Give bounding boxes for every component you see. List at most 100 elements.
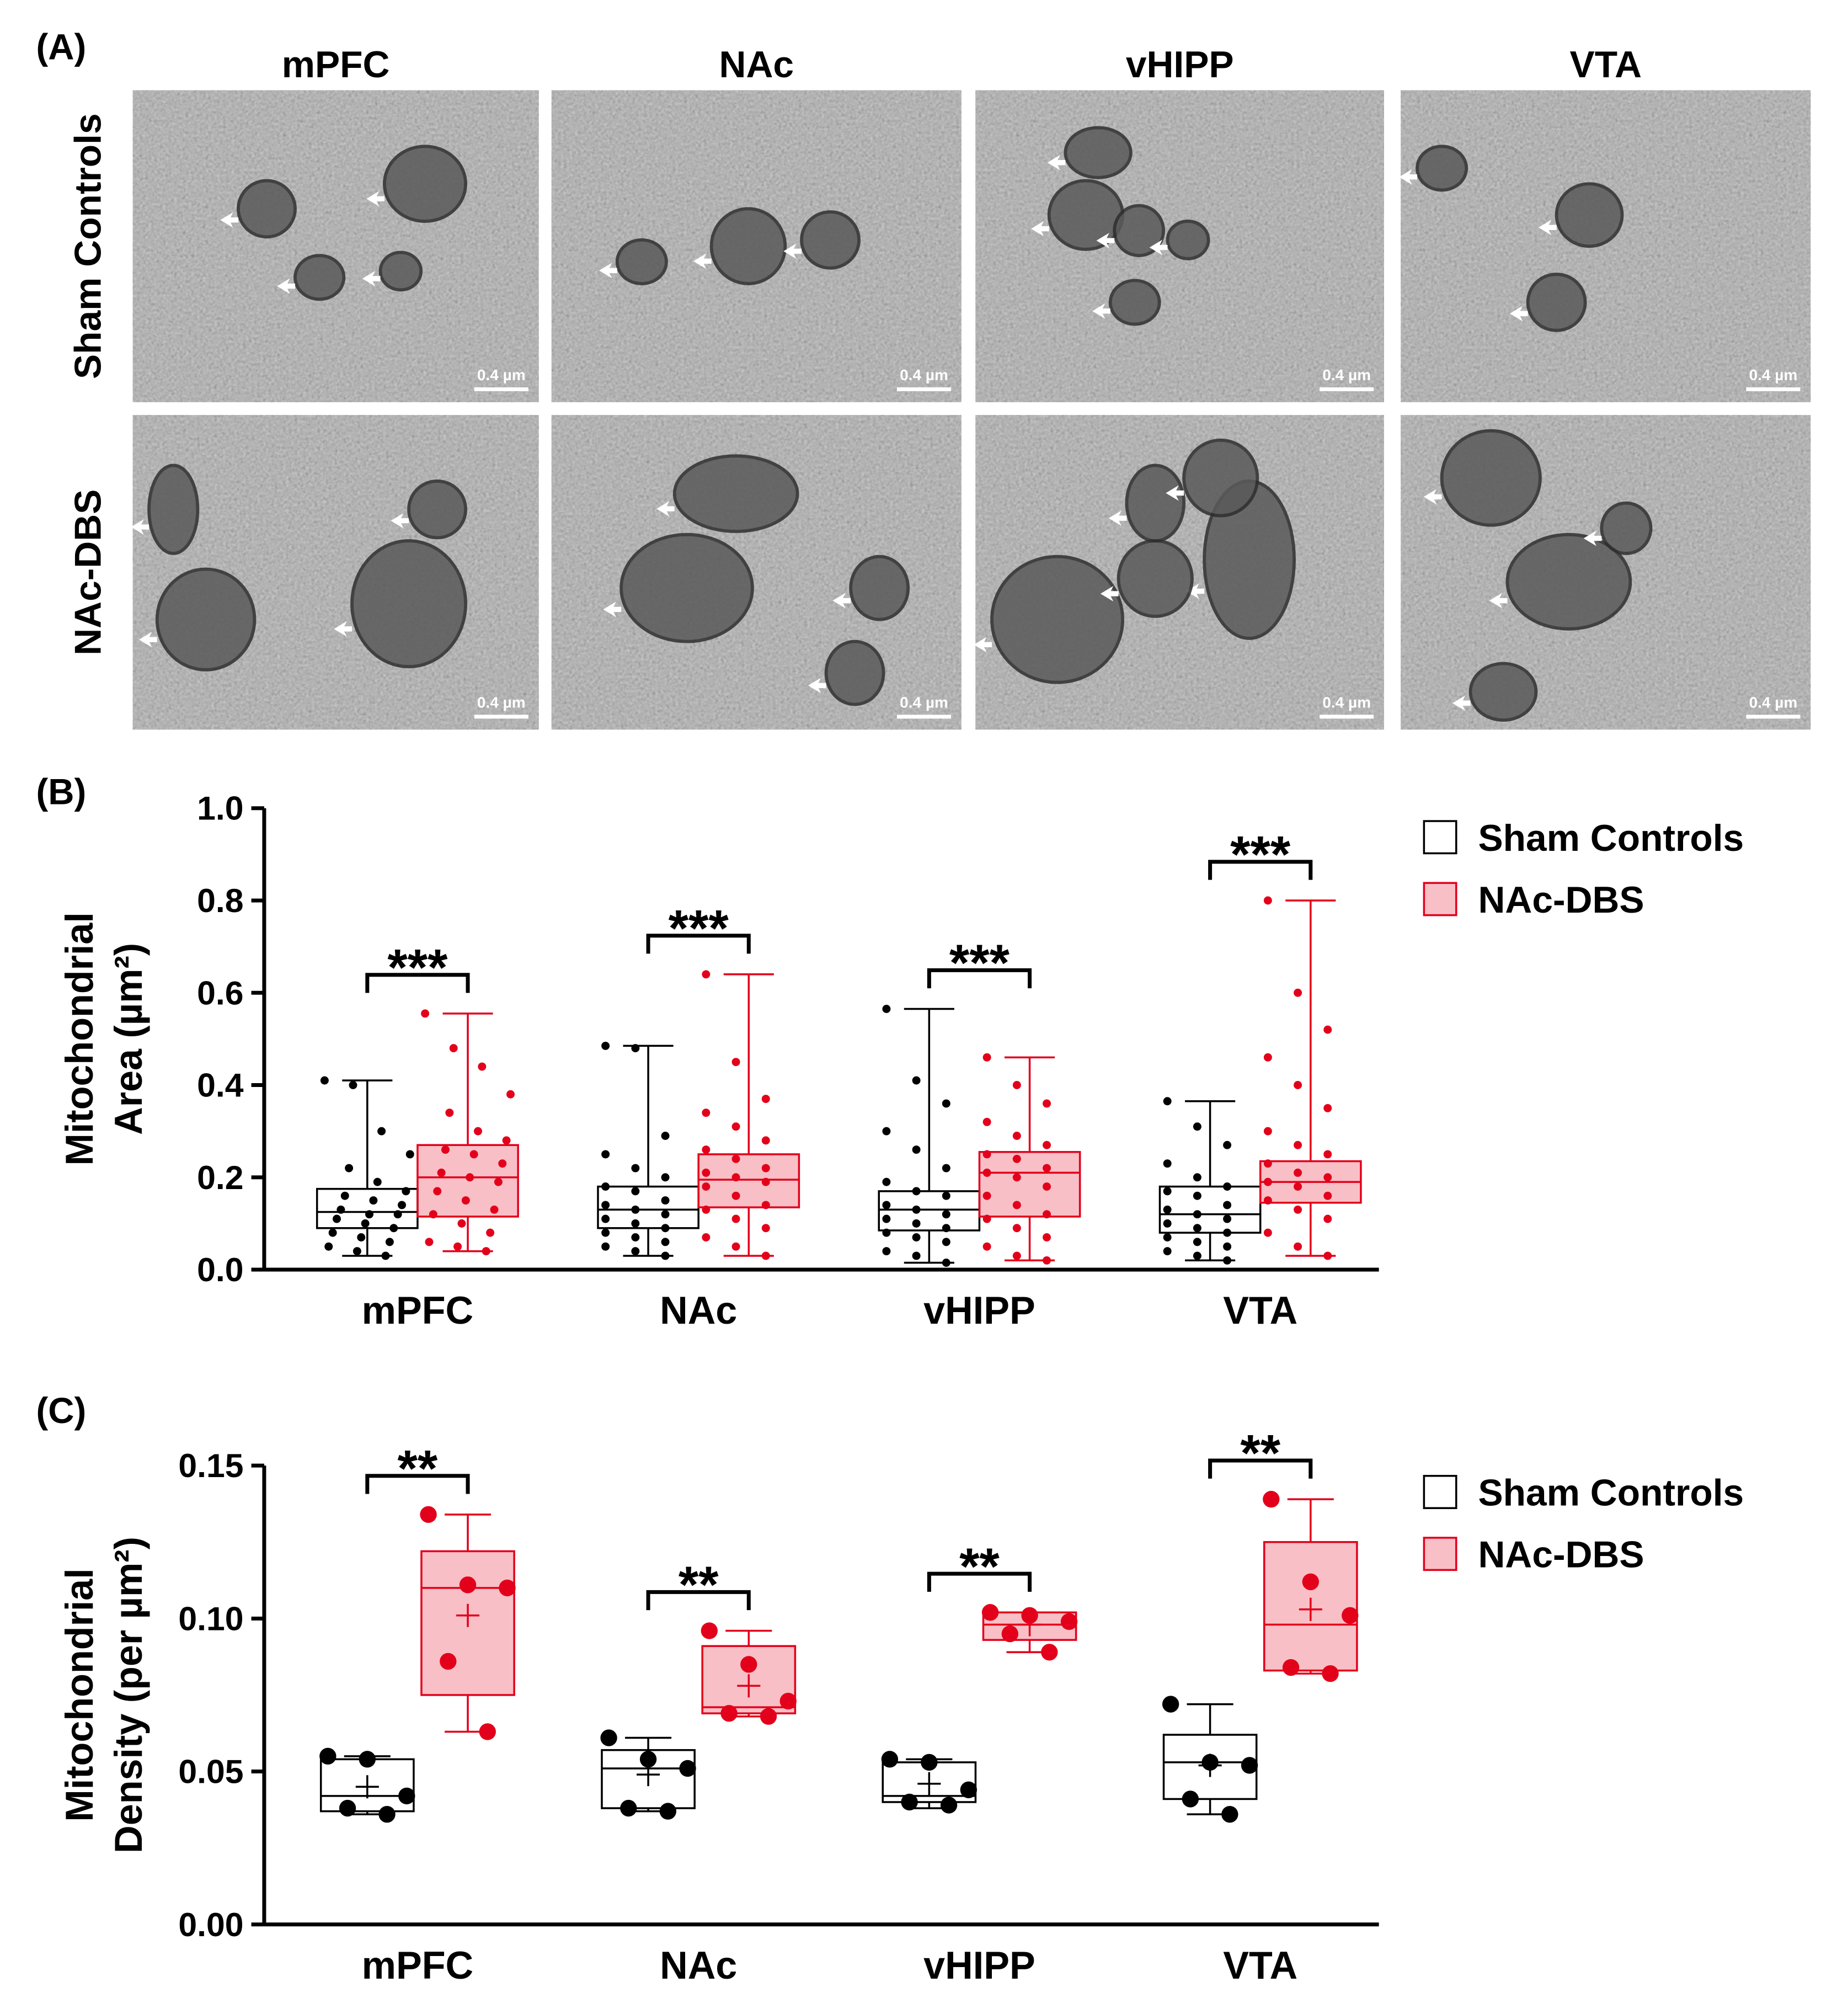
data-point	[601, 1242, 610, 1251]
data-point	[942, 1259, 950, 1267]
data-point	[912, 1076, 921, 1085]
data-point	[441, 1145, 450, 1154]
mitochondrion	[709, 207, 787, 285]
data-point	[601, 1150, 610, 1159]
data-point	[377, 1127, 386, 1136]
data-point	[352, 1247, 361, 1256]
y-tick-label: 0.4	[197, 1067, 244, 1104]
significance-bracket	[365, 1474, 470, 1494]
mean-marker	[737, 1674, 761, 1698]
data-point	[1193, 1224, 1201, 1233]
data-point	[1294, 1182, 1302, 1191]
data-point	[601, 1182, 610, 1191]
data-point	[740, 1656, 757, 1673]
mitochondrion	[1125, 463, 1186, 543]
data-point	[1263, 1228, 1272, 1237]
data-point	[437, 1168, 446, 1177]
data-point	[1193, 1251, 1201, 1260]
data-point	[1323, 1251, 1332, 1260]
column-label: vHIPP	[1126, 44, 1234, 86]
mean-marker	[1198, 1754, 1222, 1777]
data-point	[490, 1205, 499, 1214]
data-point	[461, 1196, 470, 1205]
data-point	[1294, 1081, 1302, 1089]
data-point	[702, 1205, 711, 1214]
arrow	[1399, 169, 1418, 185]
data-point	[601, 1228, 610, 1237]
data-point	[1323, 1173, 1332, 1182]
mean-marker	[355, 1775, 379, 1799]
data-point	[761, 1251, 770, 1260]
data-point	[701, 1622, 718, 1639]
legend-label: Sham Controls	[1478, 818, 1744, 859]
data-point	[1193, 1173, 1201, 1182]
data-point	[466, 1173, 474, 1182]
mitochondrion	[1526, 273, 1587, 332]
data-point	[337, 1205, 345, 1214]
data-point	[1294, 1205, 1302, 1214]
data-point	[942, 1238, 950, 1246]
x-tick-label: VTA	[1223, 1289, 1297, 1332]
data-point	[761, 1201, 770, 1209]
data-point	[1223, 1141, 1232, 1149]
data-point	[373, 1177, 382, 1186]
data-point	[912, 1233, 921, 1241]
arrow	[1583, 530, 1602, 546]
mitochondrion	[382, 145, 467, 223]
data-point	[661, 1132, 670, 1140]
y-tick-label: 0.6	[197, 974, 243, 1011]
data-point	[882, 1127, 891, 1136]
micrograph: 0.4 µm	[551, 90, 962, 402]
data-point	[761, 1224, 770, 1233]
data-point	[469, 1150, 478, 1159]
data-point	[702, 1182, 711, 1191]
data-point	[1043, 1099, 1051, 1108]
data-point	[1223, 1201, 1232, 1209]
data-point	[1163, 1187, 1172, 1196]
mitochondrion	[672, 454, 799, 534]
data-point	[631, 1247, 640, 1256]
data-point	[940, 1797, 958, 1814]
arrow	[656, 501, 675, 517]
significance-label: **	[1240, 1424, 1280, 1482]
data-point	[981, 1604, 999, 1621]
data-point	[731, 1154, 740, 1163]
x-tick-label: VTA	[1223, 1944, 1297, 1987]
data-point	[942, 1164, 950, 1173]
arrow	[1166, 485, 1184, 501]
data-point	[1163, 1219, 1172, 1228]
data-point	[339, 1799, 356, 1817]
data-point	[365, 1210, 373, 1219]
mitochondrion	[378, 251, 423, 292]
arrow	[1186, 583, 1205, 599]
mitochondrion	[293, 254, 346, 301]
data-point	[328, 1228, 337, 1237]
arrow	[391, 513, 409, 529]
mean-marker	[1299, 1597, 1322, 1621]
significance-bracket	[1208, 860, 1313, 880]
data-point	[1263, 1196, 1272, 1205]
data-point	[679, 1760, 696, 1777]
mitochondrion	[1113, 204, 1166, 258]
data-point	[1043, 1141, 1051, 1149]
scale-bar-label: 0.4 µm	[477, 694, 526, 711]
data-point	[882, 1247, 891, 1256]
data-point	[420, 1506, 437, 1523]
micrograph: 0.4 µm	[551, 415, 962, 730]
x-tick-label: NAc	[660, 1944, 737, 1987]
arrow	[1423, 489, 1442, 505]
legend-swatch	[1423, 1537, 1457, 1571]
data-point	[661, 1196, 670, 1205]
y-tick-label: 0.0	[197, 1251, 243, 1288]
data-point	[1043, 1210, 1051, 1219]
data-point	[659, 1803, 677, 1820]
y-axis-label: Mitochondrial	[58, 912, 101, 1165]
data-point	[1012, 1251, 1021, 1260]
data-point	[1323, 1025, 1332, 1034]
data-point	[494, 1177, 503, 1186]
column-label: mPFC	[282, 44, 390, 86]
data-point	[702, 1145, 711, 1154]
data-point	[502, 1136, 511, 1145]
data-point	[398, 1201, 406, 1209]
data-point	[1001, 1625, 1019, 1643]
